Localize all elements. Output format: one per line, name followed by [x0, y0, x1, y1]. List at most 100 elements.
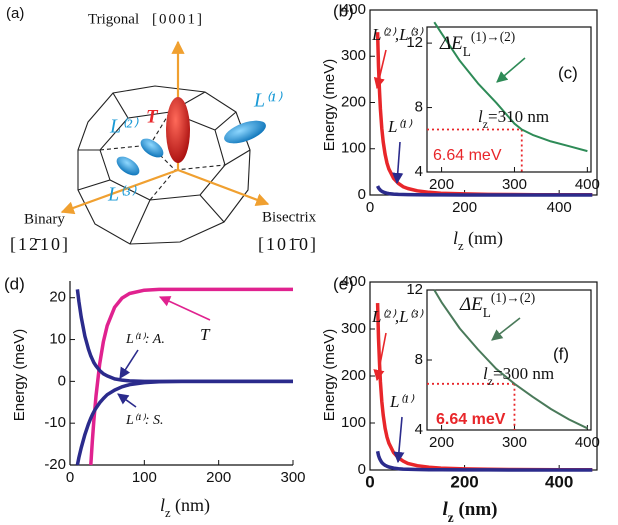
y-tick-label: 200	[341, 367, 366, 384]
axis-label: Bisectrix	[262, 209, 317, 225]
x-tick-label: 200	[429, 176, 454, 193]
x-tick-label: 300	[280, 469, 305, 486]
x-tick-label: 200	[206, 469, 231, 486]
panel-label: (e)	[333, 274, 354, 293]
annotation: lz=300 nm	[483, 364, 554, 388]
arrow	[393, 416, 405, 464]
panel-label: (f)	[553, 344, 569, 363]
y-axis-label: Energy (meV)	[321, 59, 338, 152]
brillouin-zone	[77, 85, 251, 245]
annotation: lz=310 nm	[478, 107, 549, 131]
series-label: L⁽²⁾,L⁽³⁾	[371, 25, 424, 44]
point-label: L⁽²⁾	[109, 116, 139, 138]
y-tick-label: 300	[341, 47, 366, 64]
text-part: z	[483, 117, 488, 131]
text-part: l	[453, 228, 458, 248]
axis-label: Trigonal	[88, 11, 139, 27]
y-tick-label: 100	[341, 414, 366, 431]
x-tick-label: 400	[545, 472, 573, 491]
text-part: (nm)	[171, 495, 211, 516]
x-tick-label: 200	[452, 199, 477, 216]
text-part: ΔE	[459, 294, 483, 315]
arrow	[117, 393, 137, 408]
text-part: l	[443, 499, 449, 520]
x-tick-label: 400	[575, 176, 600, 193]
y-tick-label: 0	[358, 461, 366, 478]
x-tick-label: 100	[132, 469, 157, 486]
x-tick-label: 0	[366, 199, 374, 216]
data-line	[433, 21, 588, 153]
series-label: L⁽²⁾,L⁽³⁾	[371, 307, 424, 326]
y-axis-label: Energy (meV)	[321, 329, 338, 422]
text-part: L	[483, 305, 491, 320]
text-part: l	[483, 364, 488, 383]
y-tick-label: 0	[58, 372, 66, 389]
y-tick-label: 400	[341, 273, 366, 290]
text-part: l	[478, 107, 483, 126]
text-part: l	[160, 495, 165, 515]
y-tick-label: 0	[358, 186, 366, 203]
x-tick-label: 300	[502, 434, 527, 451]
x-tick-label: 0	[66, 469, 74, 486]
axis-index: [101̄0]	[258, 234, 318, 254]
y-axis-label: Energy (meV)	[11, 329, 28, 422]
point-label: L⁽¹⁾	[253, 90, 283, 112]
x-axis-label: lz (nm)	[443, 499, 498, 524]
arrow	[373, 332, 387, 382]
point-label: T	[146, 106, 159, 127]
inset-background	[427, 290, 591, 430]
inset-title: ΔEL(1)→(2)	[439, 29, 515, 59]
x-tick-label: 300	[502, 176, 527, 193]
text-part: =300 nm	[493, 364, 554, 383]
text-part: z	[448, 510, 454, 525]
x-axis-label: lz (nm)	[453, 228, 503, 253]
plot-frame	[426, 26, 592, 173]
l3-ellipsoid	[116, 156, 140, 176]
l1-ellipsoid	[224, 120, 266, 144]
x-tick-label: 200	[450, 472, 478, 491]
series-label: L⁽¹⁾: A.	[125, 332, 165, 347]
text-part: (nm)	[464, 228, 504, 249]
panel-label: (a)	[6, 5, 24, 22]
t-ellipsoid	[166, 97, 190, 163]
y-tick-label: 8	[415, 99, 423, 116]
x-axis-label: lz (nm)	[160, 495, 210, 520]
data-line	[75, 379, 293, 466]
x-tick-label: 0	[365, 472, 374, 491]
axis-label: Binary	[24, 211, 65, 227]
l2-ellipsoid	[140, 138, 164, 158]
y-tick-label: 400	[341, 1, 366, 18]
series-label: T	[200, 325, 211, 344]
y-tick-label: 10	[49, 331, 66, 348]
y-tick-label: 100	[341, 140, 366, 157]
panel-a: (a) Trigonal [0001] Binary [12̄10] Bisec…	[6, 5, 318, 254]
panel-label: (b)	[333, 1, 354, 20]
series-label: L⁽¹⁾	[389, 392, 415, 411]
point-label: L⁽³⁾	[107, 184, 137, 206]
arrow	[491, 317, 521, 341]
y-tick-label: 4	[415, 163, 423, 180]
y-tick-label: 20	[49, 289, 66, 306]
y-tick-label: 12	[406, 281, 423, 298]
text-part: (nm)	[454, 499, 498, 520]
y-tick-label: 8	[415, 351, 423, 368]
data-line	[75, 289, 293, 384]
inset-title: ΔEL(1)→(2)	[459, 290, 535, 320]
y-tick-label: 4	[415, 421, 423, 438]
arrow	[496, 57, 526, 83]
text-part: z	[458, 239, 464, 253]
text-part: =310 nm	[488, 107, 549, 126]
text-part: z	[165, 506, 171, 520]
y-tick-label: -10	[44, 414, 66, 431]
text-part: (1)→(2)	[491, 290, 535, 305]
y-tick-label: 300	[341, 320, 366, 337]
y-tick-label: -20	[44, 456, 66, 473]
x-tick-label: 400	[547, 199, 572, 216]
panel-label: (d)	[4, 274, 25, 293]
reference-label: 6.64 meV	[433, 147, 502, 164]
x-tick-label: 200	[429, 434, 454, 451]
data-line	[375, 450, 593, 472]
text-part: L	[463, 44, 471, 59]
reference-label: 6.64 meV	[436, 411, 506, 428]
